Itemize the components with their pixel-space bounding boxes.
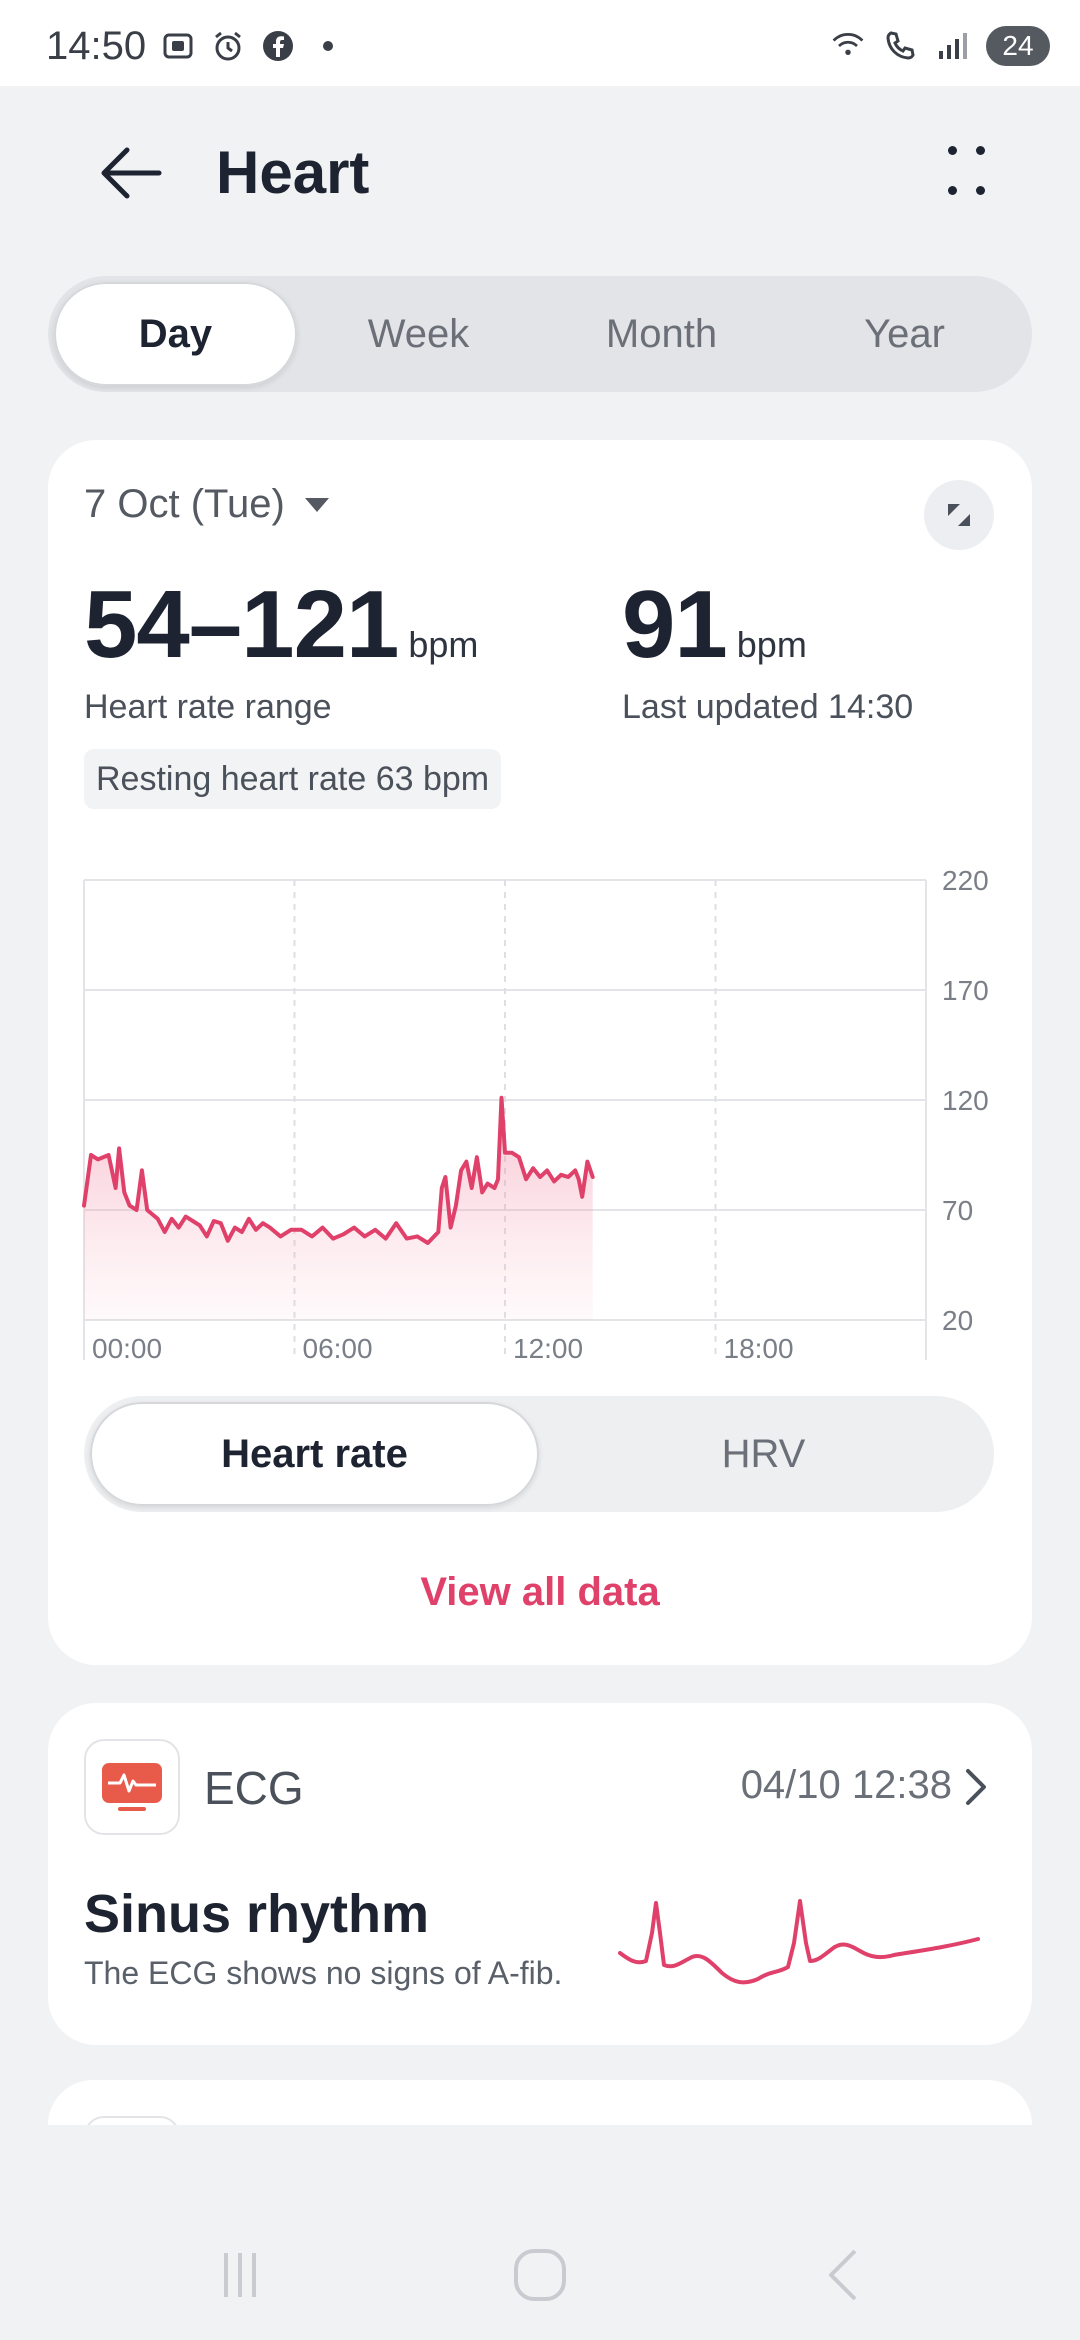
resting-heart-rate-badge: Resting heart rate 63 bpm [84,749,502,809]
ecg-date: 04/10 12:38 [740,1763,952,1807]
range-value: 54–121 [84,571,399,678]
chevron-right-icon [966,1769,986,1805]
heart-rate-chart[interactable]: 220 170 120 70 20 00:00 06:00 12:00 18:00 [48,860,1032,1360]
last-unit: bpm [736,624,807,665]
status-icons-right: 24 [830,26,1050,66]
ecg-waveform [618,1899,980,1985]
facebook-icon [260,28,296,64]
caret-down-icon [304,497,329,512]
home-icon [514,2249,566,2301]
back-button[interactable] [96,138,166,208]
heart-rate-area [84,1097,593,1320]
bottom-area [0,2125,1080,2340]
toggle-heart-rate[interactable]: Heart rate [90,1402,539,1506]
arrow-left-icon [101,147,162,199]
next-card [48,2080,1032,2125]
last-heart-rate: 91 bpm Last updated 14:30 [622,570,913,727]
ecg-title: ECG [204,1762,304,1814]
last-updated-label: Last updated 14:30 [622,688,914,726]
y-tick-label: 170 [942,975,989,1006]
metric-toggle: Heart rate HRV [84,1396,994,1512]
recent-apps-icon [224,2253,256,2297]
status-bar: 14:50 24 [0,0,1080,86]
signal-icon [934,28,970,64]
screenshot-icon [160,28,196,64]
wifi-call-icon [830,28,866,64]
ecg-result: Sinus rhythm [84,1884,430,1944]
expand-button[interactable] [924,480,994,550]
range-label: Heart rate range [84,688,332,726]
heart-rate-range: 54–121 bpm Heart rate range [84,570,478,727]
tab-week[interactable]: Week [367,311,470,356]
alarm-icon [210,28,246,64]
heart-rate-card: 7 Oct (Tue) 54–121 bpm Heart rate range 9… [48,440,1032,1665]
ecg-app-icon [84,1739,180,1835]
view-all-data-link[interactable]: View all data [420,1570,660,1614]
more-options-button[interactable] [940,138,1000,208]
battery-icon: 24 [986,26,1050,66]
date-selector[interactable]: 7 Oct (Tue) [84,482,329,527]
back-icon [829,2249,857,2301]
range-unit: bpm [408,624,479,665]
period-tabs: Day Week Month Year [48,276,1032,392]
home-button[interactable] [500,2240,580,2310]
y-tick-label: 120 [942,1085,989,1116]
ecg-card[interactable]: ECG 04/10 12:38 Sinus rhythm The ECG sho… [48,1703,1032,2045]
page-title: Heart [216,139,370,206]
recent-apps-button[interactable] [200,2240,280,2310]
navigation-bar [0,2200,1080,2340]
tab-month[interactable]: Month [605,311,718,356]
x-tick-label: 06:00 [303,1333,373,1360]
y-tick-label: 220 [942,865,989,896]
heart-rate-line [82,1095,595,1245]
last-value: 91 [622,571,728,678]
y-tick-label: 20 [942,1305,973,1336]
nav-back-button[interactable] [805,2240,885,2310]
x-tick-label: 00:00 [92,1333,162,1360]
date-label: 7 Oct (Tue) [84,482,285,526]
toggle-hrv[interactable]: HRV [721,1431,806,1476]
phone-icon [882,28,918,64]
expand-icon [948,504,970,526]
x-tick-label: 12:00 [513,1333,583,1360]
notification-dot-icon [310,28,346,64]
y-tick-label: 70 [942,1195,973,1226]
next-card-icon [84,2116,180,2125]
status-icons-left [160,28,346,64]
ecg-note: The ECG shows no signs of A-fib. [84,1955,563,1991]
status-time: 14:50 [46,24,147,68]
x-tick-label: 18:00 [724,1333,794,1360]
tab-year[interactable]: Year [864,311,945,356]
tab-day[interactable]: Day [54,282,297,386]
